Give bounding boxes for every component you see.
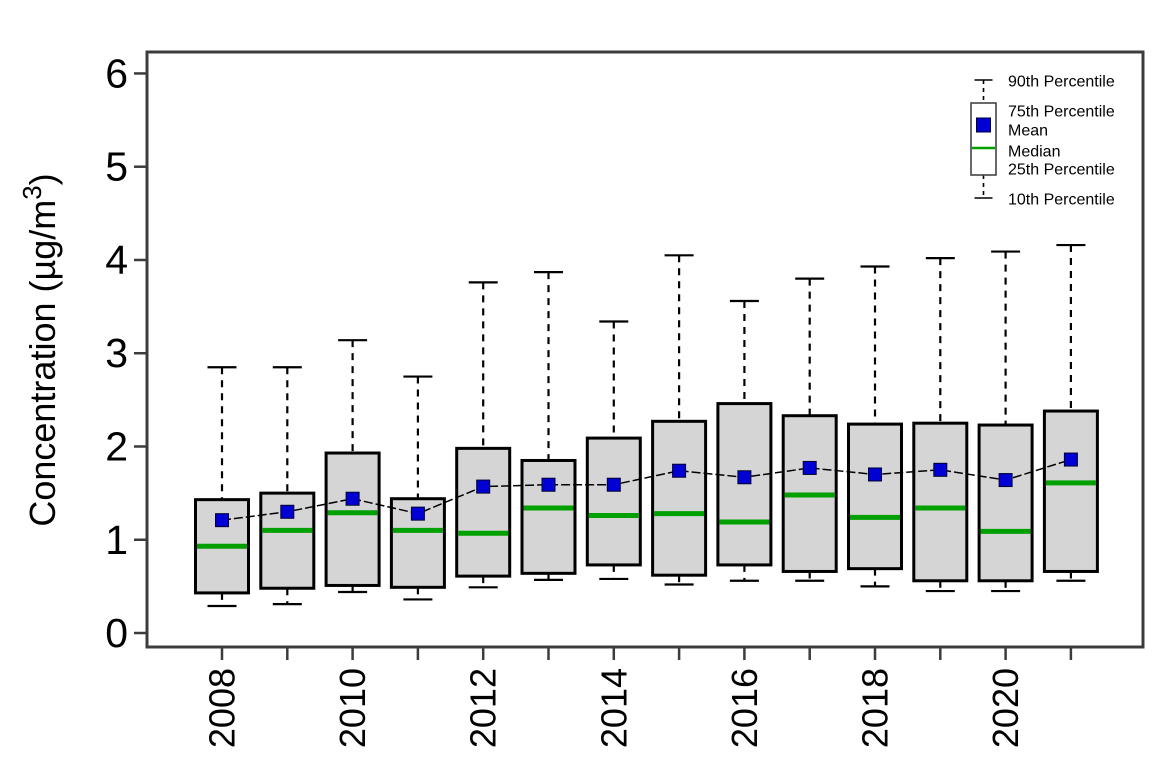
mean-marker-2021 <box>1063 452 1078 467</box>
y-tick-label: 4 <box>105 237 128 283</box>
legend-label-10th-percentile: 10th Percentile <box>1008 192 1115 209</box>
mean-marker-2013 <box>541 477 556 492</box>
box-2014 <box>585 436 642 567</box>
mean-marker-2008 <box>215 513 229 528</box>
legend-label-25th-percentile: 25th Percentile <box>1008 162 1115 179</box>
legend-label-90th-percentile: 90th Percentile <box>1008 74 1115 91</box>
box-2018 <box>847 422 903 571</box>
x-tick-label: 2016 <box>724 668 765 748</box>
y-tick-label: 5 <box>105 144 128 190</box>
y-tick-label: 0 <box>105 610 128 656</box>
legend-mean-marker <box>976 117 991 133</box>
box-2020 <box>977 423 1034 583</box>
mean-marker-2014 <box>606 477 621 492</box>
mean-marker-2020 <box>998 473 1013 488</box>
legend-box <box>970 102 997 176</box>
mean-marker-2018 <box>868 467 882 482</box>
x-tick-label: 2018 <box>855 668 896 748</box>
mean-line <box>221 458 1072 521</box>
box-2015 <box>651 419 708 577</box>
x-tick-label: 2020 <box>985 668 1026 748</box>
box-2013 <box>520 458 577 575</box>
mean-marker-2015 <box>672 463 687 478</box>
y-tick-label: 3 <box>105 330 128 376</box>
mean-marker-2017 <box>802 460 817 475</box>
x-tick-label: 2012 <box>463 668 504 748</box>
legend-label-mean: Mean <box>1008 123 1048 140</box>
y-axis-title: Concentration (µg/m3) <box>19 173 63 526</box>
y-tick-label: 1 <box>105 517 128 563</box>
mean-marker-2019 <box>933 462 948 477</box>
mean-marker-2016 <box>737 470 752 485</box>
box-2009 <box>259 491 316 590</box>
x-tick-label: 2014 <box>593 668 634 748</box>
box-2012 <box>455 446 512 578</box>
y-tick-label: 2 <box>105 423 128 469</box>
legend-label-75th-percentile: 75th Percentile <box>1008 104 1115 121</box>
box-2019 <box>912 421 969 583</box>
x-tick-label: 2008 <box>202 668 243 748</box>
mean-marker-2012 <box>476 479 491 494</box>
mean-marker-2009 <box>280 504 295 519</box>
mean-marker-2010 <box>345 491 360 506</box>
box-2010 <box>324 451 381 587</box>
box-2021 <box>1042 409 1099 573</box>
mean-marker-2011 <box>410 506 425 521</box>
legend-label-median: Median <box>1008 144 1060 161</box>
y-tick-label: 6 <box>105 50 128 96</box>
x-tick-label: 2010 <box>332 668 373 748</box>
plot-frame <box>145 50 1145 649</box>
